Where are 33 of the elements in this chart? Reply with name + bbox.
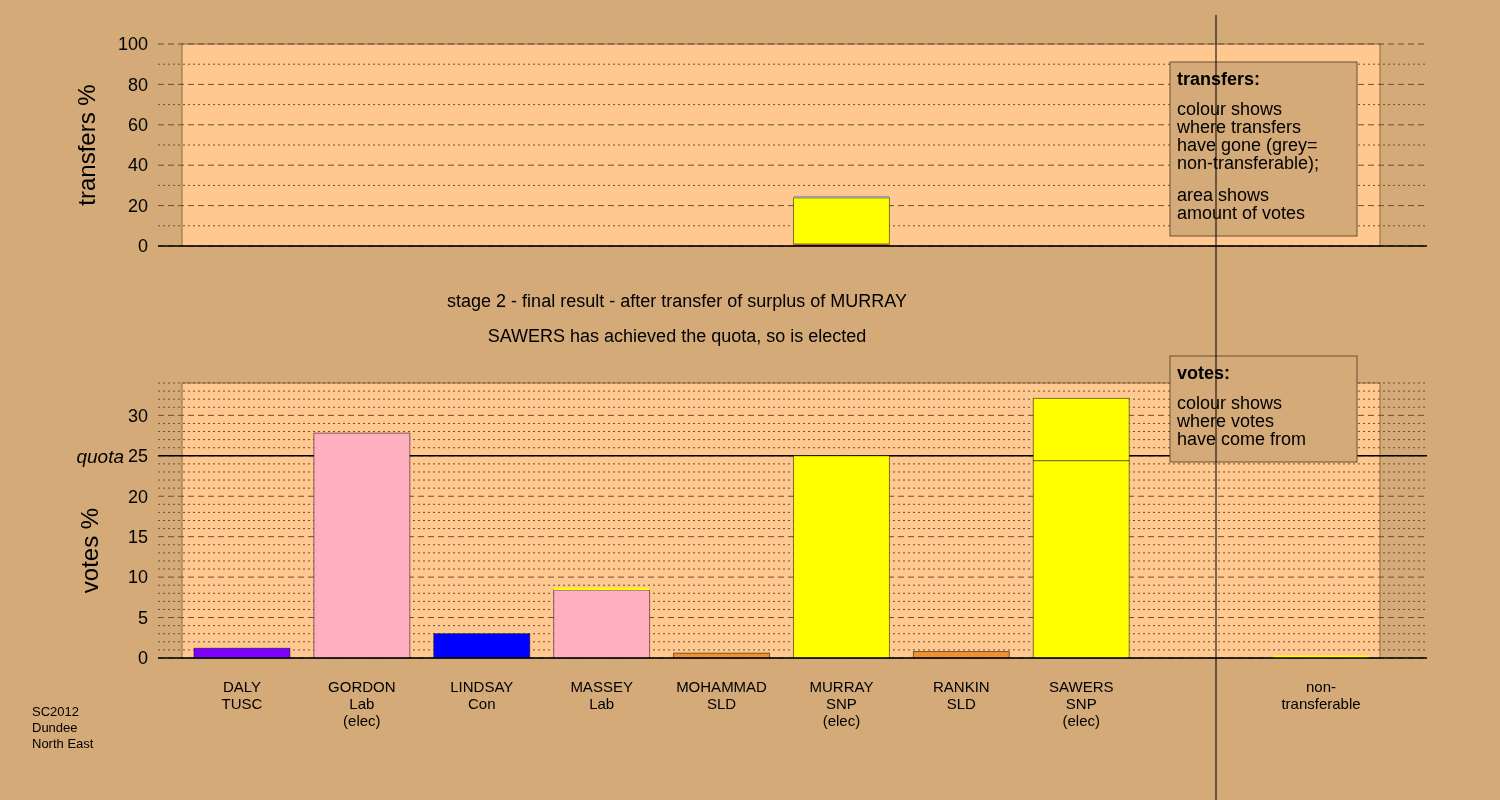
y-tick-label: 0 bbox=[137, 648, 148, 669]
y-tick-label: 40 bbox=[127, 155, 148, 176]
y-tick-label: 60 bbox=[127, 115, 148, 136]
chart-subtitle: SAWERS has achieved the quota, so is elected bbox=[487, 326, 867, 346]
y-axis-title: transfers % bbox=[73, 84, 100, 206]
x-tick-label: LINDSAY Con bbox=[450, 678, 514, 712]
x-tick-label: SAWERS SNP (elec) bbox=[1049, 678, 1114, 729]
y-tick-label: 0 bbox=[137, 236, 148, 257]
x-tick-label: DALY TUSC bbox=[221, 678, 263, 712]
ref-line-label: quota bbox=[76, 445, 124, 467]
text: SC2012 Dundee North East bbox=[32, 704, 94, 751]
y-tick-label: 10 bbox=[127, 567, 148, 588]
chart-title: stage 2 - final result - after transfer of surplus of MURRAY bbox=[447, 291, 907, 311]
annotation: votes: bbox=[1177, 363, 1231, 383]
annotation: transfers: bbox=[1177, 69, 1261, 89]
x-tick-label: non- transferable bbox=[1281, 678, 1361, 712]
annotation: colour shows where votes have come from bbox=[1176, 393, 1307, 449]
y-tick-label: 80 bbox=[127, 74, 148, 95]
x-tick-label: MURRAY SNP (elec) bbox=[809, 678, 874, 729]
y-axis-title: votes % bbox=[76, 507, 103, 594]
annotation: area shows amount of votes bbox=[1177, 185, 1306, 223]
y-tick-label: 15 bbox=[127, 526, 148, 547]
y-tick-label: 20 bbox=[127, 195, 148, 216]
x-tick-label: RANKIN SLD bbox=[933, 678, 990, 712]
y-tick-label: 25 bbox=[127, 446, 148, 467]
annotation: colour shows where transfers have gone (grey= non-transferable); bbox=[1176, 99, 1320, 173]
x-tick-label: MASSEY Lab bbox=[570, 678, 633, 712]
x-tick-label: MOHAMMAD SLD bbox=[676, 678, 768, 712]
y-tick-label: 30 bbox=[127, 405, 148, 426]
y-tick-label: 100 bbox=[117, 34, 148, 55]
y-tick-label: 20 bbox=[127, 486, 148, 507]
x-tick-label: GORDON Lab (elec) bbox=[328, 678, 396, 729]
y-tick-label: 5 bbox=[137, 607, 148, 628]
